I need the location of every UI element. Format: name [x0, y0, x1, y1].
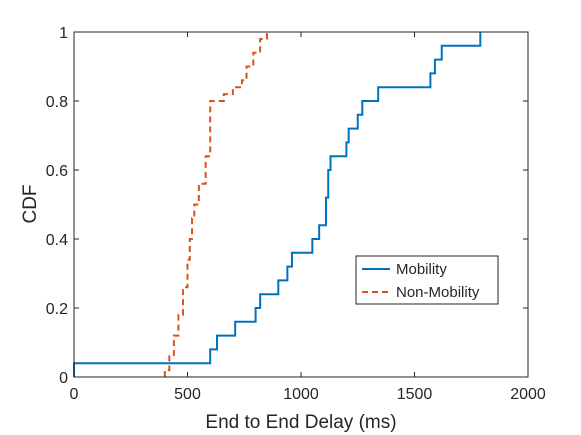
series-line-non-mobility [163, 31, 270, 377]
y-tick-label: 0.2 [46, 301, 68, 318]
x-tick-label: 1500 [397, 386, 433, 403]
x-tick-label: 0 [70, 386, 79, 403]
plot-area [74, 32, 528, 377]
x-axis: 0 500 1000 1500 2000 [70, 32, 546, 403]
x-tick-label: 1000 [283, 386, 319, 403]
y-tick-label: 1 [59, 25, 68, 42]
legend-label-non-mobility: Non-Mobility [396, 284, 480, 301]
x-tick-label: 500 [174, 386, 201, 403]
y-axis: 0 0.2 0.4 0.6 0.8 1 [46, 25, 528, 387]
y-tick-label: 0 [59, 370, 68, 387]
series-layer [73, 31, 482, 377]
y-tick-label: 0.6 [46, 163, 68, 180]
x-axis-label: End to End Delay (ms) [205, 412, 396, 433]
legend-label-mobility: Mobility [396, 261, 447, 278]
legend-box [355, 255, 499, 305]
series-line-mobility [73, 32, 482, 377]
y-tick-label: 0.4 [46, 232, 68, 249]
y-tick-label: 0.8 [46, 94, 68, 111]
legend: Mobility Non-Mobility [355, 255, 499, 305]
y-axis-label: CDF [20, 184, 41, 223]
x-tick-label: 2000 [510, 386, 546, 403]
